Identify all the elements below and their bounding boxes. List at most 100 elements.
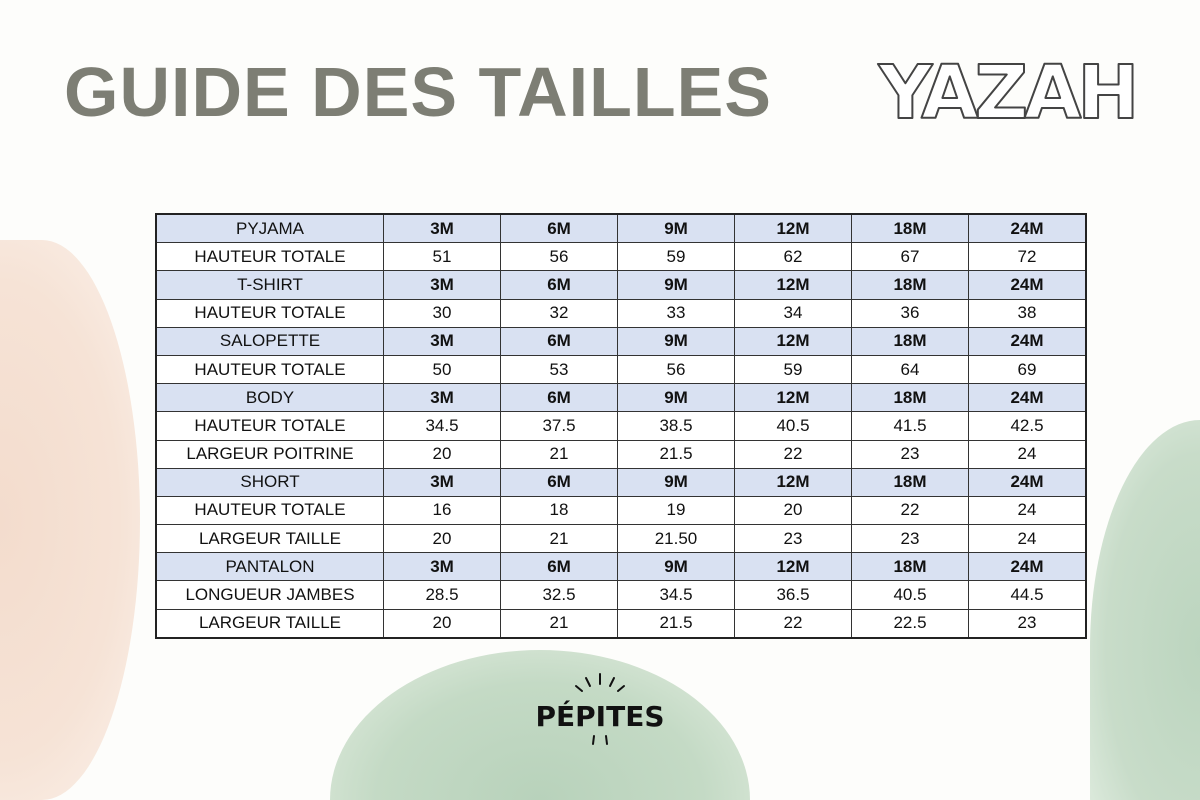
garment-name: BODY [155, 383, 384, 413]
measurement-label: LONGUEUR JAMBES [155, 580, 384, 610]
measurement-value: 67 [851, 242, 969, 272]
measurement-value: 34.5 [383, 411, 501, 441]
measurement-value: 21 [500, 524, 618, 554]
size-label: 6M [500, 213, 618, 244]
size-label: 3M [383, 270, 501, 300]
measurement-value: 22.5 [851, 608, 969, 639]
measurement-label: HAUTEUR TOTALE [155, 495, 384, 526]
measurement-value: 21 [500, 608, 618, 639]
size-label: 12M [734, 326, 852, 356]
measurement-value: 24 [968, 524, 1087, 554]
measurement-value: 19 [617, 495, 735, 526]
measurement-value: 51 [383, 242, 501, 272]
garment-header-row: PANTALON 3M 6M 9M 12M 18M 24M [155, 552, 1087, 582]
page-title: GUIDE DES TAILLES [64, 53, 772, 131]
measurement-value: 24 [968, 495, 1087, 526]
size-label: 24M [968, 467, 1087, 497]
size-label: 12M [734, 467, 852, 497]
size-label: 18M [851, 552, 969, 582]
measurement-value: 20 [734, 495, 852, 526]
measurement-value: 34 [734, 298, 852, 328]
size-label: 18M [851, 270, 969, 300]
size-label: 12M [734, 552, 852, 582]
measurement-row: HAUTEUR TOTALE 16 18 19 20 22 24 [155, 495, 1087, 526]
size-label: 9M [617, 467, 735, 497]
measurement-label: LARGEUR POITRINE [155, 439, 384, 469]
measurement-value: 20 [383, 439, 501, 469]
measurement-value: 44.5 [968, 580, 1087, 610]
pepites-logo-text: PÉPITES [536, 699, 665, 733]
measurement-value: 32 [500, 298, 618, 328]
measurement-value: 20 [383, 524, 501, 554]
size-label: 3M [383, 383, 501, 413]
measurement-value: 34.5 [617, 580, 735, 610]
measurement-value: 36 [851, 298, 969, 328]
measurement-value: 59 [617, 242, 735, 272]
measurement-value: 62 [734, 242, 852, 272]
measurement-value: 56 [617, 354, 735, 385]
measurement-value: 22 [734, 608, 852, 639]
size-label: 3M [383, 552, 501, 582]
size-label: 3M [383, 326, 501, 356]
measurement-value: 37.5 [500, 411, 618, 441]
garment-name: SHORT [155, 467, 384, 497]
measurement-value: 18 [500, 495, 618, 526]
size-label: 9M [617, 213, 735, 244]
size-label: 6M [500, 552, 618, 582]
measurement-value: 28.5 [383, 580, 501, 610]
size-label: 24M [968, 383, 1087, 413]
yazah-logo-text: YAZAH [878, 52, 1136, 132]
measurement-value: 64 [851, 354, 969, 385]
size-label: 6M [500, 270, 618, 300]
size-label: 24M [968, 552, 1087, 582]
measurement-value: 24 [968, 439, 1087, 469]
measurement-value: 21.50 [617, 524, 735, 554]
measurement-value: 23 [851, 439, 969, 469]
garment-header-row: SHORT 3M 6M 9M 12M 18M 24M [155, 467, 1087, 497]
measurement-value: 72 [968, 242, 1087, 272]
measurement-value: 20 [383, 608, 501, 639]
measurement-value: 33 [617, 298, 735, 328]
garment-header-row: BODY 3M 6M 9M 12M 18M 24M [155, 383, 1087, 413]
measurement-label: HAUTEUR TOTALE [155, 411, 384, 441]
measurement-value: 21.5 [617, 608, 735, 639]
measurement-value: 16 [383, 495, 501, 526]
size-label: 9M [617, 383, 735, 413]
garment-name: SALOPETTE [155, 326, 384, 356]
measurement-row: LARGEUR TAILLE 20 21 21.50 23 23 24 [155, 524, 1087, 554]
measurement-label: HAUTEUR TOTALE [155, 242, 384, 272]
size-label: 6M [500, 326, 618, 356]
size-label: 6M [500, 383, 618, 413]
measurement-value: 21.5 [617, 439, 735, 469]
measurement-label: HAUTEUR TOTALE [155, 298, 384, 328]
size-label: 6M [500, 467, 618, 497]
measurement-value: 42.5 [968, 411, 1087, 441]
measurement-value: 53 [500, 354, 618, 385]
garment-header-row: PYJAMA 3M 6M 9M 12M 18M 24M [155, 213, 1087, 244]
measurement-row: LARGEUR POITRINE 20 21 21.5 22 23 24 [155, 439, 1087, 469]
garment-header-row: SALOPETTE 3M 6M 9M 12M 18M 24M [155, 326, 1087, 356]
garment-header-row: T-SHIRT 3M 6M 9M 12M 18M 24M [155, 270, 1087, 300]
size-label: 9M [617, 270, 735, 300]
measurement-value: 23 [734, 524, 852, 554]
size-guide-table: PYJAMA 3M 6M 9M 12M 18M 24M HAUTEUR TOTALE 51 56 5… [155, 213, 1087, 639]
size-label: 24M [968, 270, 1087, 300]
yazah-logo: YAZAH [877, 52, 1141, 132]
measurement-label: LARGEUR TAILLE [155, 608, 384, 639]
sparkle-bottom-icon [592, 735, 608, 745]
size-label: 12M [734, 270, 852, 300]
measurement-value: 30 [383, 298, 501, 328]
size-label: 24M [968, 213, 1087, 244]
measurement-label: LARGEUR TAILLE [155, 524, 384, 554]
measurement-row: LARGEUR TAILLE 20 21 21.5 22 22.5 23 [155, 608, 1087, 639]
measurement-row: HAUTEUR TOTALE 34.5 37.5 38.5 40.5 41.5 42.5 [155, 411, 1087, 441]
size-label: 24M [968, 326, 1087, 356]
measurement-value: 38 [968, 298, 1087, 328]
measurement-value: 32.5 [500, 580, 618, 610]
garment-name: PYJAMA [155, 213, 384, 244]
measurement-value: 23 [968, 608, 1087, 639]
measurement-row: HAUTEUR TOTALE 30 32 33 34 36 38 [155, 298, 1087, 328]
size-label: 12M [734, 213, 852, 244]
measurement-row: HAUTEUR TOTALE 50 53 56 59 64 69 [155, 354, 1087, 385]
measurement-value: 56 [500, 242, 618, 272]
